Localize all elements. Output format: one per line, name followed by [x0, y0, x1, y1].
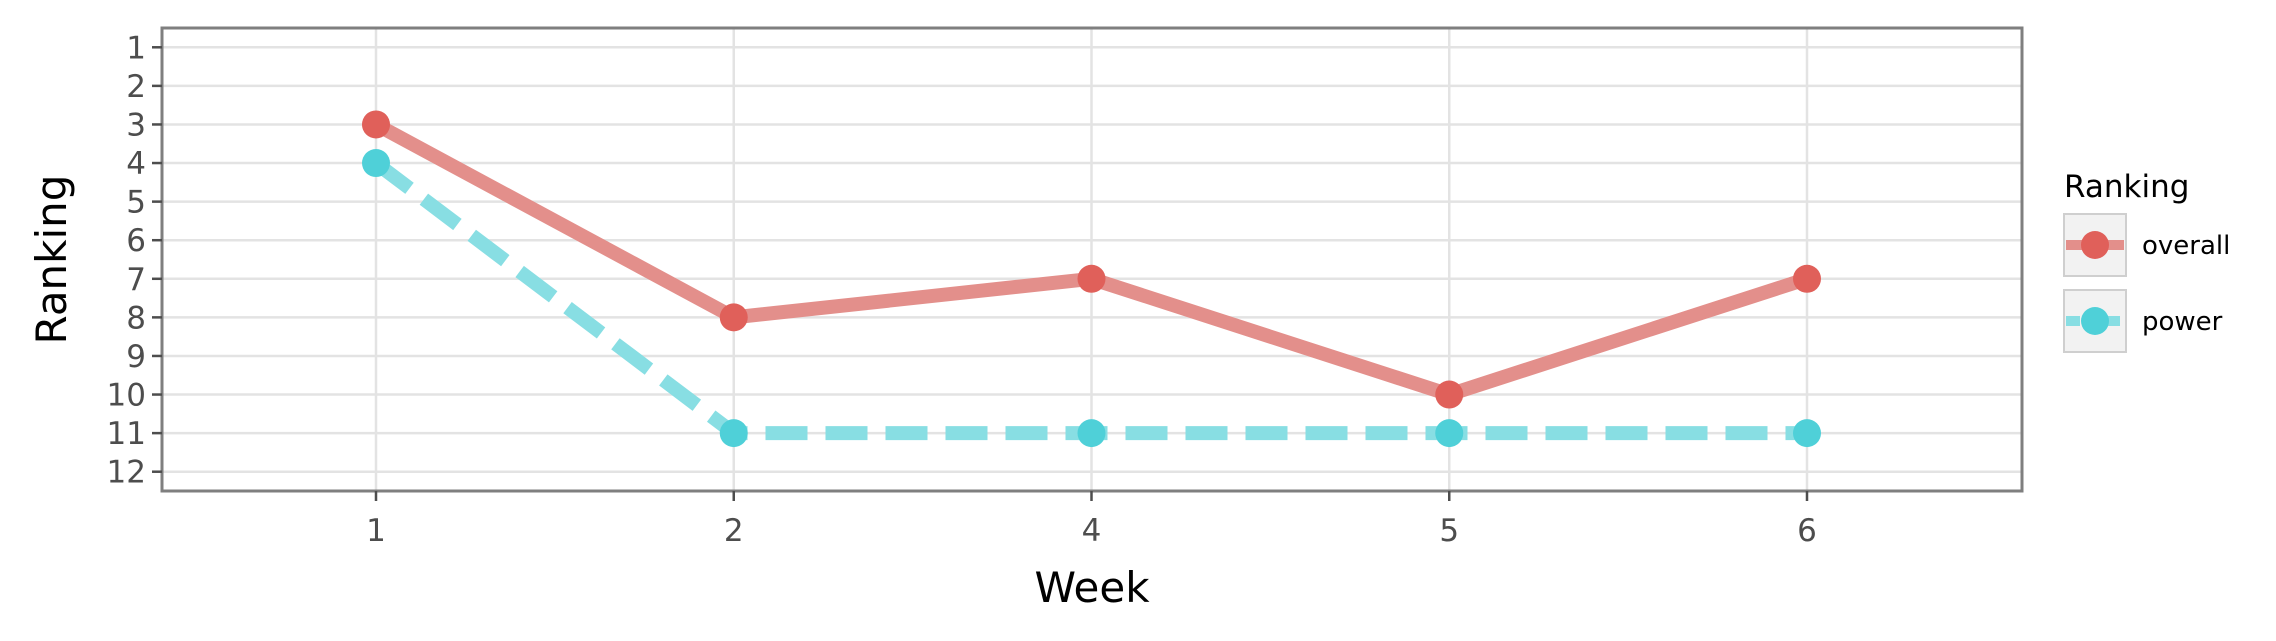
y-tick-label: 2 [126, 69, 146, 105]
data-point-power [1435, 419, 1464, 448]
legend-title: Ranking [2064, 169, 2189, 205]
y-tick-label: 12 [107, 455, 146, 491]
y-tick-label: 5 [126, 185, 146, 221]
data-point-power [362, 149, 390, 178]
y-tick-label: 10 [107, 378, 146, 414]
x-tick-label: 1 [366, 513, 386, 549]
data-point-power [1793, 419, 1821, 448]
legend-key-point-power [2081, 307, 2109, 335]
x-tick-label: 4 [1082, 513, 1102, 549]
data-point-overall [719, 303, 748, 332]
y-tick-label: 4 [126, 146, 146, 182]
y-tick-label: 8 [126, 300, 146, 336]
legend-label-overall: overall [2142, 231, 2230, 261]
data-point-overall [1793, 264, 1821, 293]
legend: Ranking overall power [2063, 169, 2230, 353]
x-tick-label: 2 [724, 513, 744, 549]
y-tick-label: 3 [126, 107, 146, 143]
data-point-power [1077, 419, 1106, 448]
data-point-overall [1077, 264, 1106, 293]
y-tick-label: 6 [126, 223, 146, 259]
y-tick-label: 1 [126, 30, 146, 66]
y-axis-title: Ranking [27, 175, 76, 345]
y-tick-label: 7 [126, 262, 146, 298]
data-point-overall [362, 110, 390, 139]
legend-key-point-overall [2081, 231, 2109, 259]
data-point-overall [1435, 380, 1464, 409]
series-layer [362, 110, 1821, 448]
legend-label-power: power [2142, 307, 2223, 337]
x-tick-label: 5 [1439, 513, 1459, 549]
x-axis-title: Week [1034, 563, 1150, 612]
data-point-power [719, 419, 748, 448]
y-tick-label: 9 [126, 339, 146, 375]
y-tick-label: 11 [107, 416, 146, 452]
legend-items: overall power [2063, 213, 2230, 353]
x-tick-label: 6 [1797, 513, 1817, 549]
